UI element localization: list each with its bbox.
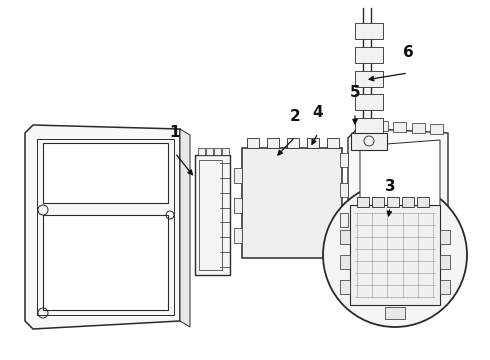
Polygon shape	[180, 129, 190, 327]
Polygon shape	[417, 197, 429, 207]
Polygon shape	[440, 230, 450, 244]
Polygon shape	[412, 123, 424, 133]
Polygon shape	[351, 133, 387, 150]
Polygon shape	[214, 148, 221, 155]
Circle shape	[323, 183, 467, 327]
Polygon shape	[287, 138, 299, 148]
Polygon shape	[355, 23, 383, 39]
Polygon shape	[355, 94, 383, 110]
Text: 2: 2	[290, 109, 300, 124]
Text: 4: 4	[313, 105, 323, 120]
Polygon shape	[393, 122, 406, 132]
Polygon shape	[374, 121, 388, 131]
Polygon shape	[222, 148, 229, 155]
Polygon shape	[340, 153, 348, 167]
Polygon shape	[385, 307, 405, 319]
Text: 3: 3	[385, 179, 395, 194]
Polygon shape	[350, 205, 440, 305]
Polygon shape	[340, 280, 350, 294]
Polygon shape	[340, 213, 348, 227]
Polygon shape	[357, 197, 369, 207]
Polygon shape	[25, 125, 180, 329]
Polygon shape	[43, 143, 168, 203]
Polygon shape	[267, 138, 279, 148]
Text: 6: 6	[403, 45, 414, 60]
Text: 1: 1	[170, 125, 180, 140]
Polygon shape	[195, 155, 230, 275]
Polygon shape	[234, 168, 242, 183]
Polygon shape	[307, 138, 319, 148]
Polygon shape	[198, 148, 205, 155]
Polygon shape	[327, 138, 339, 148]
Polygon shape	[440, 255, 450, 269]
Polygon shape	[234, 198, 242, 213]
Polygon shape	[340, 255, 350, 269]
Polygon shape	[247, 138, 259, 148]
Polygon shape	[340, 183, 348, 197]
Polygon shape	[430, 124, 443, 134]
Polygon shape	[43, 215, 168, 310]
Polygon shape	[234, 228, 242, 243]
Text: 5: 5	[350, 85, 360, 100]
Polygon shape	[355, 47, 383, 63]
Polygon shape	[355, 118, 383, 134]
Polygon shape	[387, 197, 399, 207]
Polygon shape	[355, 71, 383, 86]
Polygon shape	[206, 148, 213, 155]
Polygon shape	[348, 128, 448, 248]
Polygon shape	[440, 280, 450, 294]
Polygon shape	[242, 148, 342, 258]
Polygon shape	[340, 230, 350, 244]
Polygon shape	[356, 120, 369, 130]
Polygon shape	[360, 140, 440, 236]
Polygon shape	[402, 197, 414, 207]
Polygon shape	[372, 197, 384, 207]
